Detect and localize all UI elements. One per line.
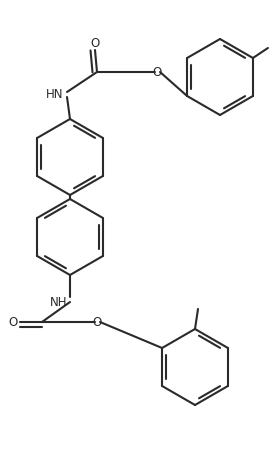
Text: O: O bbox=[8, 316, 18, 328]
Text: HN: HN bbox=[46, 89, 64, 102]
Text: NH: NH bbox=[50, 296, 68, 309]
Text: O: O bbox=[90, 37, 100, 50]
Text: O: O bbox=[92, 316, 102, 328]
Text: O: O bbox=[152, 66, 162, 79]
